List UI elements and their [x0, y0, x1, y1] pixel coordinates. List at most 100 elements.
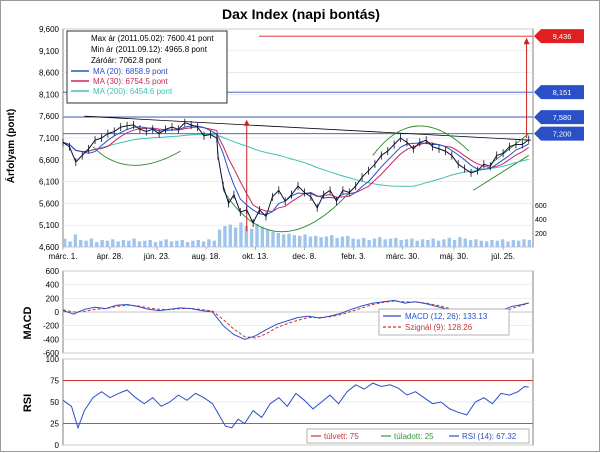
price-y-tick: 8,100 [39, 90, 60, 99]
volume-bar [79, 240, 83, 247]
volume-bar [196, 240, 200, 247]
macd-y-axis-label: MACD [22, 306, 34, 339]
price-y-tick: 7,600 [39, 112, 60, 121]
macd-legend: MACD (12, 26): 133.13 Szignál (9): 128.26 [383, 312, 488, 332]
macd-y-tick: -200 [43, 322, 60, 331]
price-y-tick: 5,100 [39, 221, 60, 230]
rsi-series [62, 382, 529, 430]
resistance-trendline [84, 115, 531, 141]
volume-bar [148, 240, 152, 247]
volume-bar [452, 240, 457, 247]
macd-y-tick: 600 [46, 267, 60, 276]
volume-bar [356, 239, 361, 247]
macd-y-tick-labels: 600 400 200 0 -200 -400 -600 [43, 267, 60, 358]
legend-label: Szignál (9): 128.26 [405, 323, 473, 332]
volume-bar [522, 239, 526, 247]
price-y-tick: 5,600 [39, 199, 60, 208]
volume-bar [191, 240, 195, 247]
volume-bar [319, 237, 323, 247]
volume-bar [468, 240, 473, 247]
volume-bar [298, 235, 302, 247]
price-y-tick: 8,600 [39, 69, 60, 78]
bottom-arc [222, 190, 352, 233]
macd-legend-box [378, 308, 510, 336]
volume-bar [180, 240, 184, 247]
volume-bar [378, 237, 382, 247]
volume-bar [458, 237, 462, 247]
legend-label: MACD (12, 26): 133.13 [405, 312, 488, 321]
volume-bar [292, 235, 297, 247]
x-tick-label: dec. 8. [292, 252, 316, 261]
min-price-text: Min ár (2011.09.12): 4965.8 pont [91, 45, 208, 54]
volume-bar [484, 241, 489, 247]
volume-bar [223, 226, 227, 247]
macd-y-tick: 200 [46, 294, 60, 303]
volume-bar [116, 241, 120, 247]
volume-bar [351, 238, 355, 247]
volume-bars [63, 222, 532, 247]
volume-bar [233, 227, 238, 247]
volume-bar [506, 241, 510, 247]
volume-bar [169, 241, 174, 247]
volume-bar [490, 240, 494, 247]
rsi-legend: túlvett: 75 túladott: 25 RSI (14): 67.32 [311, 432, 517, 441]
price-tag [534, 29, 584, 44]
legend-label: RSI (14): 67.32 [462, 432, 517, 441]
volume-y-tick: 200 [535, 231, 547, 238]
macd-y-tick: 0 [55, 308, 60, 317]
price-tag-label: 7,580 [553, 113, 572, 122]
volume-bar [426, 240, 430, 247]
macd-y-tick: -600 [43, 349, 60, 358]
volume-y-tick: 600 [535, 203, 547, 210]
volume-bar [137, 241, 142, 247]
volume-bar [265, 229, 270, 247]
rsi-y-tick: 50 [50, 398, 59, 407]
volume-bar [185, 242, 190, 247]
volume-y-tick: 400 [535, 217, 547, 224]
x-tick-label: okt. 13. [242, 252, 268, 261]
early-arc [92, 146, 181, 166]
volume-bar [474, 239, 478, 247]
x-tick-label: febr. 3. [341, 252, 365, 261]
volume-bar [89, 238, 94, 247]
price-y-tick: 9,600 [39, 25, 60, 34]
legend-label: MA (200): 6454.6 pont [93, 87, 173, 96]
volume-bar [63, 238, 67, 247]
price-y-axis-label: Árfolyam (pont) [4, 109, 17, 183]
volume-bar [111, 239, 115, 247]
volume-bar [404, 239, 409, 247]
volume-bar [303, 234, 307, 247]
volume-bar [479, 240, 483, 247]
volume-bar [346, 235, 350, 247]
legend-label: túladott: 25 [394, 432, 434, 441]
volume-bar [127, 240, 131, 247]
rsi-y-tick: 100 [46, 355, 60, 364]
volume-bar [372, 238, 377, 247]
volume-bar [100, 240, 104, 247]
volume-bar [399, 240, 403, 247]
volume-bar [84, 240, 88, 247]
volume-bar [410, 238, 414, 247]
volume-bar [175, 240, 179, 247]
volume-bar [442, 239, 446, 247]
price-y-tick: 9,100 [39, 47, 60, 56]
rsi-y-axis-label: RSI [22, 394, 34, 412]
price-y-tick: 6,100 [39, 178, 60, 187]
volume-bar [383, 239, 387, 247]
volume-y-tick-labels: 600 400 200 [535, 203, 547, 238]
macd-y-tick: -400 [43, 335, 60, 344]
volume-bar [73, 234, 78, 247]
x-tick-label: máj. 30. [440, 252, 468, 261]
price-overlays [63, 35, 533, 233]
volume-bar [164, 239, 168, 247]
price-tag [534, 85, 584, 100]
volume-bar [394, 237, 398, 247]
rsi-y-tick: 25 [50, 420, 59, 429]
volume-bar [516, 240, 521, 247]
price-tag-label: 8,151 [553, 88, 572, 97]
price-series [62, 118, 530, 228]
volume-bar [121, 240, 126, 247]
x-tick-label: jún. 23. [143, 252, 170, 261]
